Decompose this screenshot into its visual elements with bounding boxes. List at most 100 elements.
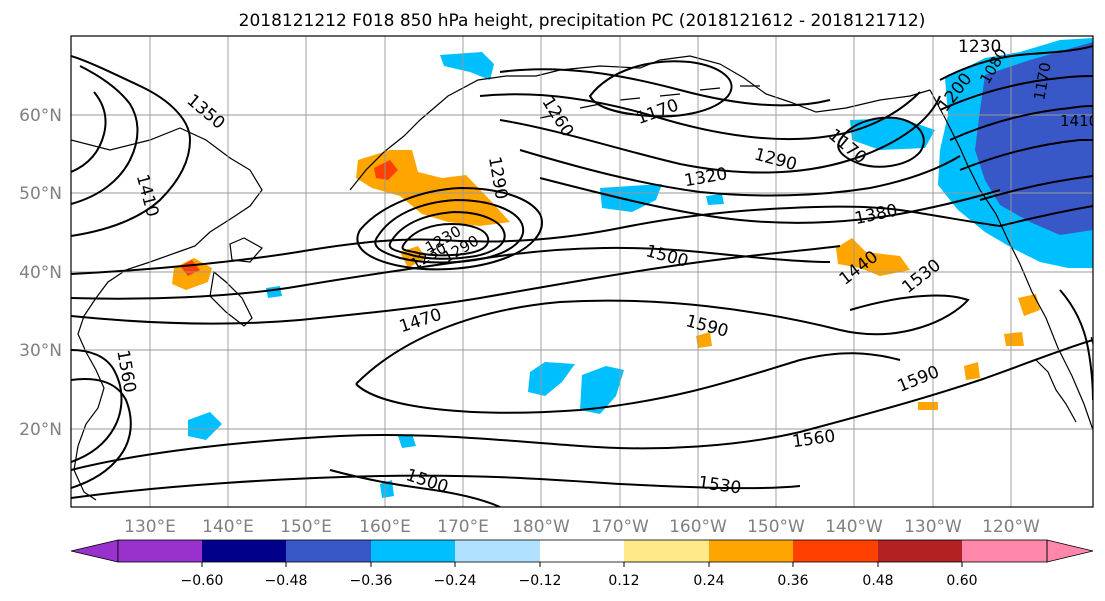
colorbar-tick-label: −0.36 [350, 573, 393, 589]
colorbar-tick-labels: −0.60 −0.48 −0.36 −0.24 −0.12 0.12 0.24 … [181, 573, 978, 589]
contour-1590-b [355, 352, 901, 414]
contour-label: 1410 [1060, 112, 1098, 130]
contour-1170-ring [588, 60, 733, 118]
precip-blob-subtropical-2 [918, 402, 938, 410]
lon-label: 130°E [124, 517, 176, 537]
colorbar-tick-label: −0.12 [519, 573, 562, 589]
colorbar-right-extend [1046, 539, 1094, 563]
contour-1260-band [479, 91, 921, 141]
colorbar-segment [286, 540, 371, 562]
figure-title: 2018121212 F018 850 hPa height, precipit… [239, 11, 926, 31]
lon-label: 170°W [591, 517, 649, 537]
contour-1560 [71, 339, 1093, 471]
precip-blob-california [1018, 294, 1040, 316]
contour-1320-band [519, 149, 961, 197]
lon-label: 140°W [825, 517, 883, 537]
longitude-labels: 130°E 140°E 150°E 160°E 170°E 180°W 170°… [124, 517, 1040, 537]
colorbar-ticks [201, 562, 963, 567]
precip-blob-kamchatka [440, 52, 494, 80]
colorbar: −0.60 −0.48 −0.36 −0.24 −0.12 0.12 0.24 … [70, 539, 1094, 589]
lat-label: 50°N [19, 184, 62, 204]
contour-1230-ring [401, 222, 490, 257]
precip-blob-sea-of-okhotsk-core [374, 160, 398, 180]
precip-blob-nw-america-core [975, 42, 1093, 235]
contour-1410 [71, 55, 192, 237]
colorbar-segment [202, 540, 286, 562]
precip-blob-small-1 [398, 434, 416, 448]
precip-blob-baja-1 [1004, 332, 1024, 346]
contour-ne-2 [939, 75, 1093, 111]
colorbar-segment [793, 540, 878, 562]
contour-1470 [71, 245, 841, 325]
contour-label: 1230 [958, 37, 1001, 57]
colorbar-segment [371, 540, 455, 562]
lon-label: 150°E [280, 517, 332, 537]
contour-1380 [71, 65, 139, 205]
colorbar-tick-label: −0.60 [181, 573, 224, 589]
precip-blob-small-4 [706, 194, 724, 205]
precip-blob-subtropical-1 [696, 332, 712, 348]
colorbar-tick-label: 0.60 [946, 573, 977, 589]
colorbar-tick-label: 0.36 [777, 573, 808, 589]
colorbar-segment [118, 540, 202, 562]
contour-ne-3 [949, 105, 1093, 141]
lat-label: 40°N [19, 263, 62, 283]
colorbar-segment [962, 540, 1047, 562]
colorbar-segment [540, 540, 624, 562]
contour-1350 [71, 91, 107, 173]
contour-ne-4 [959, 139, 1093, 171]
colorbar-segment [624, 540, 709, 562]
lat-label: 30°N [19, 341, 62, 361]
contour-1230-band [499, 68, 831, 107]
lon-label: 150°W [747, 517, 805, 537]
contour-ne-1 [939, 45, 1093, 81]
precip-blob-baja-2 [964, 362, 980, 380]
coastline-asia [71, 127, 263, 501]
colorbar-tick-label: −0.24 [434, 573, 477, 589]
graticule [71, 36, 1093, 507]
colorbar-frame [117, 539, 1048, 563]
coastline-kamchatka [349, 55, 931, 191]
contour-1290-band [499, 95, 941, 174]
colorbar-segment [709, 540, 793, 562]
coastline-japan [209, 237, 263, 327]
precip-blob-north-pacific-low [400, 246, 426, 268]
contour-1170-gulf [837, 116, 925, 168]
contour-1590-a [355, 294, 970, 385]
colorbar-segment [878, 540, 962, 562]
contour-ne-6 [999, 205, 1093, 227]
precip-blob-central-pacific-1 [600, 184, 662, 212]
colorbar-segment [455, 540, 540, 562]
lon-label: 170°E [437, 517, 489, 537]
coastlines [71, 55, 1093, 501]
lon-label: 160°W [669, 517, 727, 537]
colorbar-tick-label: 0.24 [693, 573, 724, 589]
lon-label: 120°W [982, 517, 1040, 537]
height-contours [71, 45, 1093, 507]
coastline-alaska [929, 89, 1093, 431]
contour-1440 [71, 205, 1001, 275]
lon-label: 180°W [512, 517, 570, 537]
colorbar-tick-label: 0.12 [608, 573, 639, 589]
precip-blob-east-pacific [836, 238, 910, 276]
lat-label: 20°N [19, 420, 62, 440]
precip-blob-central-pacific-2 [528, 362, 575, 396]
precip-blob-gulf-alaska [850, 118, 935, 150]
contour-1380-band [539, 177, 1001, 224]
precip-blob-small-2 [380, 480, 394, 498]
map-background [71, 36, 1093, 507]
latitude-labels: 60°N 50°N 40°N 30°N 20°N [19, 106, 62, 440]
contour-1530 [71, 474, 801, 499]
precip-blob-central-pacific-3 [580, 366, 624, 414]
contour-1260-ring [388, 210, 506, 260]
colorbar-tick-label: −0.48 [265, 573, 308, 589]
coastline-baja [1035, 359, 1077, 423]
contour-1530-west [71, 378, 132, 489]
lon-label: 160°E [359, 517, 411, 537]
lon-label: 140°E [202, 517, 254, 537]
colorbar-tick-label: 0.48 [862, 573, 893, 589]
lat-label: 60°N [19, 106, 62, 126]
contour-1500 [329, 469, 501, 507]
contour-1290-ring [374, 198, 525, 264]
